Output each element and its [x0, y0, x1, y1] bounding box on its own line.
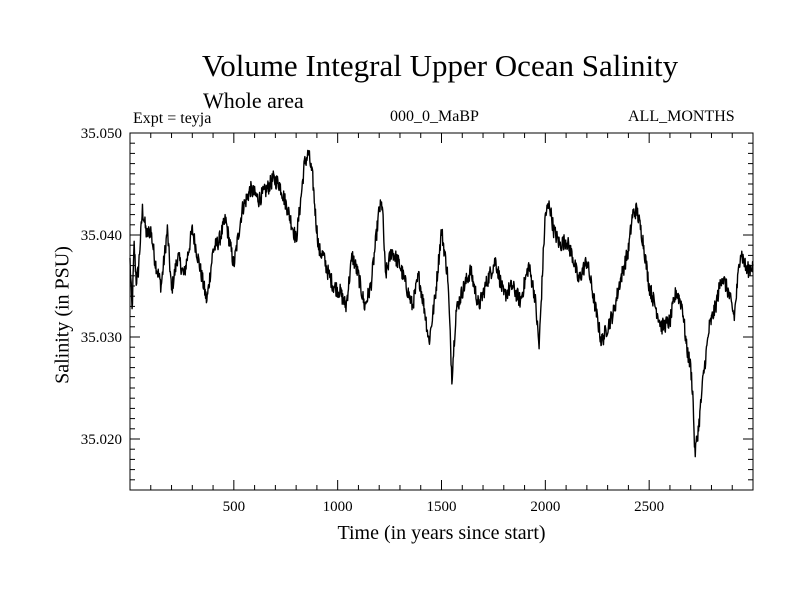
salinity-series-line: [129, 149, 754, 458]
x-tick-label: 1000: [323, 499, 353, 515]
x-tick-label: 500: [223, 499, 246, 515]
x-tick-label: 1500: [427, 499, 457, 515]
chart-subtitle: Whole area: [203, 88, 304, 113]
axis-ticks: [130, 133, 753, 490]
experiment-label: Expt = teyja: [133, 110, 212, 127]
y-tick-label: 35.050: [81, 126, 122, 142]
x-tick-label: 2000: [530, 499, 560, 515]
x-axis-label: Time (in years since start): [337, 522, 546, 544]
tick-labels: 500 1000 1500 2000 2500 35.020 35.030 35.040 35.…: [81, 126, 664, 515]
plot-frame: [129, 132, 754, 491]
months-label: ALL_MONTHS: [628, 108, 735, 125]
y-tick-label: 35.030: [81, 330, 122, 346]
period-label: 000_0_MaBP: [390, 108, 479, 125]
x-tick-label: 2500: [634, 499, 664, 515]
y-tick-label: 35.040: [81, 228, 122, 244]
chart-title: Volume Integral Upper Ocean Salinity: [201, 48, 679, 83]
y-tick-label: 35.020: [81, 432, 122, 448]
